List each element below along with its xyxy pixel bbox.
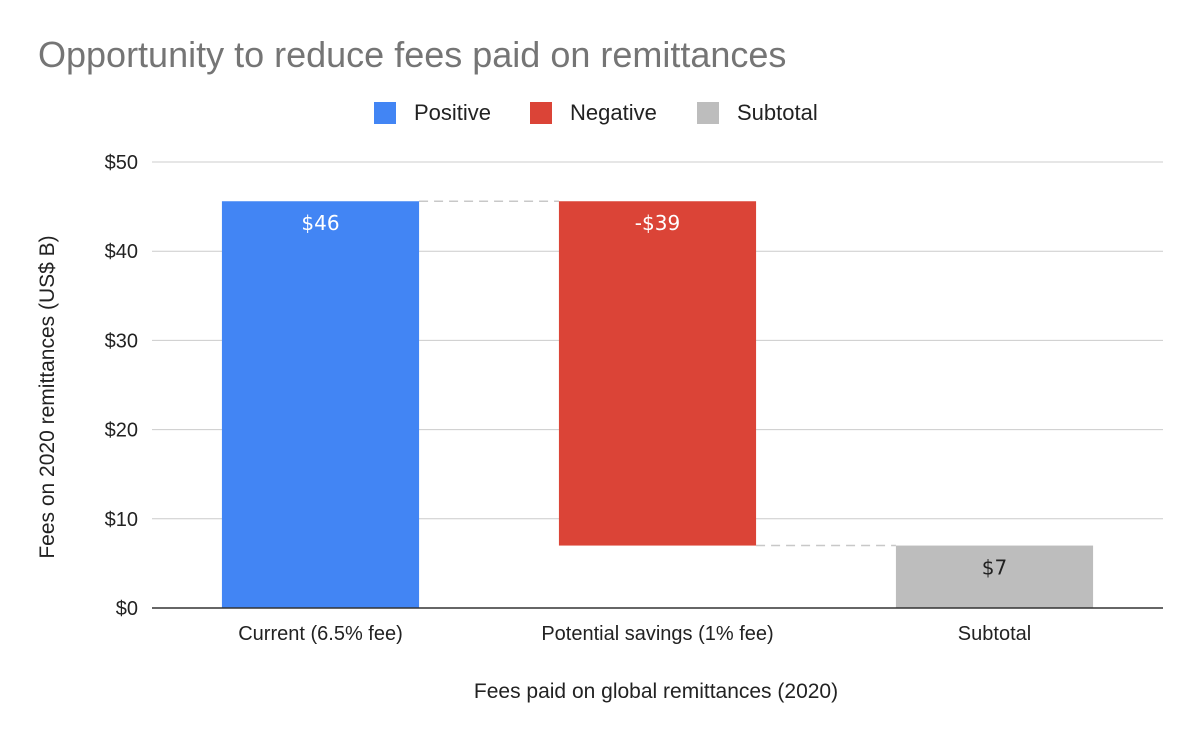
- y-tick-label: $50: [105, 152, 138, 174]
- x-axis-title: Fees paid on global remittances (2020): [474, 680, 838, 703]
- legend-label-negative: Negative: [570, 100, 657, 125]
- y-tick-label: $40: [105, 241, 138, 263]
- legend-swatch-positive: [374, 102, 396, 124]
- bar-negative: [558, 201, 757, 546]
- x-tick-label: Potential savings (1% fee): [541, 623, 773, 645]
- legend-label-subtotal: Subtotal: [737, 100, 818, 125]
- y-axis-title: Fees on 2020 remittances (US$ B): [36, 235, 59, 558]
- y-tick-label: $30: [105, 330, 138, 352]
- legend-swatch-negative: [530, 102, 552, 124]
- x-tick-label: Current (6.5% fee): [238, 623, 403, 645]
- legend-label-positive: Positive: [414, 100, 491, 125]
- legend: Positive Negative Subtotal: [374, 100, 818, 125]
- chart-title: Opportunity to reduce fees paid on remit…: [38, 34, 786, 75]
- data-label: $7: [982, 556, 1007, 580]
- connector-lines: [419, 200, 896, 547]
- bars: [221, 201, 1094, 609]
- data-labels: $46 -$39 $7: [301, 211, 1007, 579]
- bar-positive: [221, 201, 420, 609]
- x-axis-ticks: Current (6.5% fee) Potential savings (1% …: [238, 623, 1031, 645]
- legend-swatch-subtotal: [697, 102, 719, 124]
- y-axis-ticks: $0 $10 $20 $30 $40 $50: [105, 152, 138, 620]
- y-tick-label: $10: [105, 509, 138, 531]
- data-label: $46: [301, 211, 339, 235]
- bar-subtotal: [895, 545, 1094, 608]
- y-tick-label: $0: [116, 598, 138, 620]
- y-tick-label: $20: [105, 420, 138, 442]
- x-tick-label: Subtotal: [958, 623, 1031, 645]
- data-label: -$39: [635, 211, 680, 235]
